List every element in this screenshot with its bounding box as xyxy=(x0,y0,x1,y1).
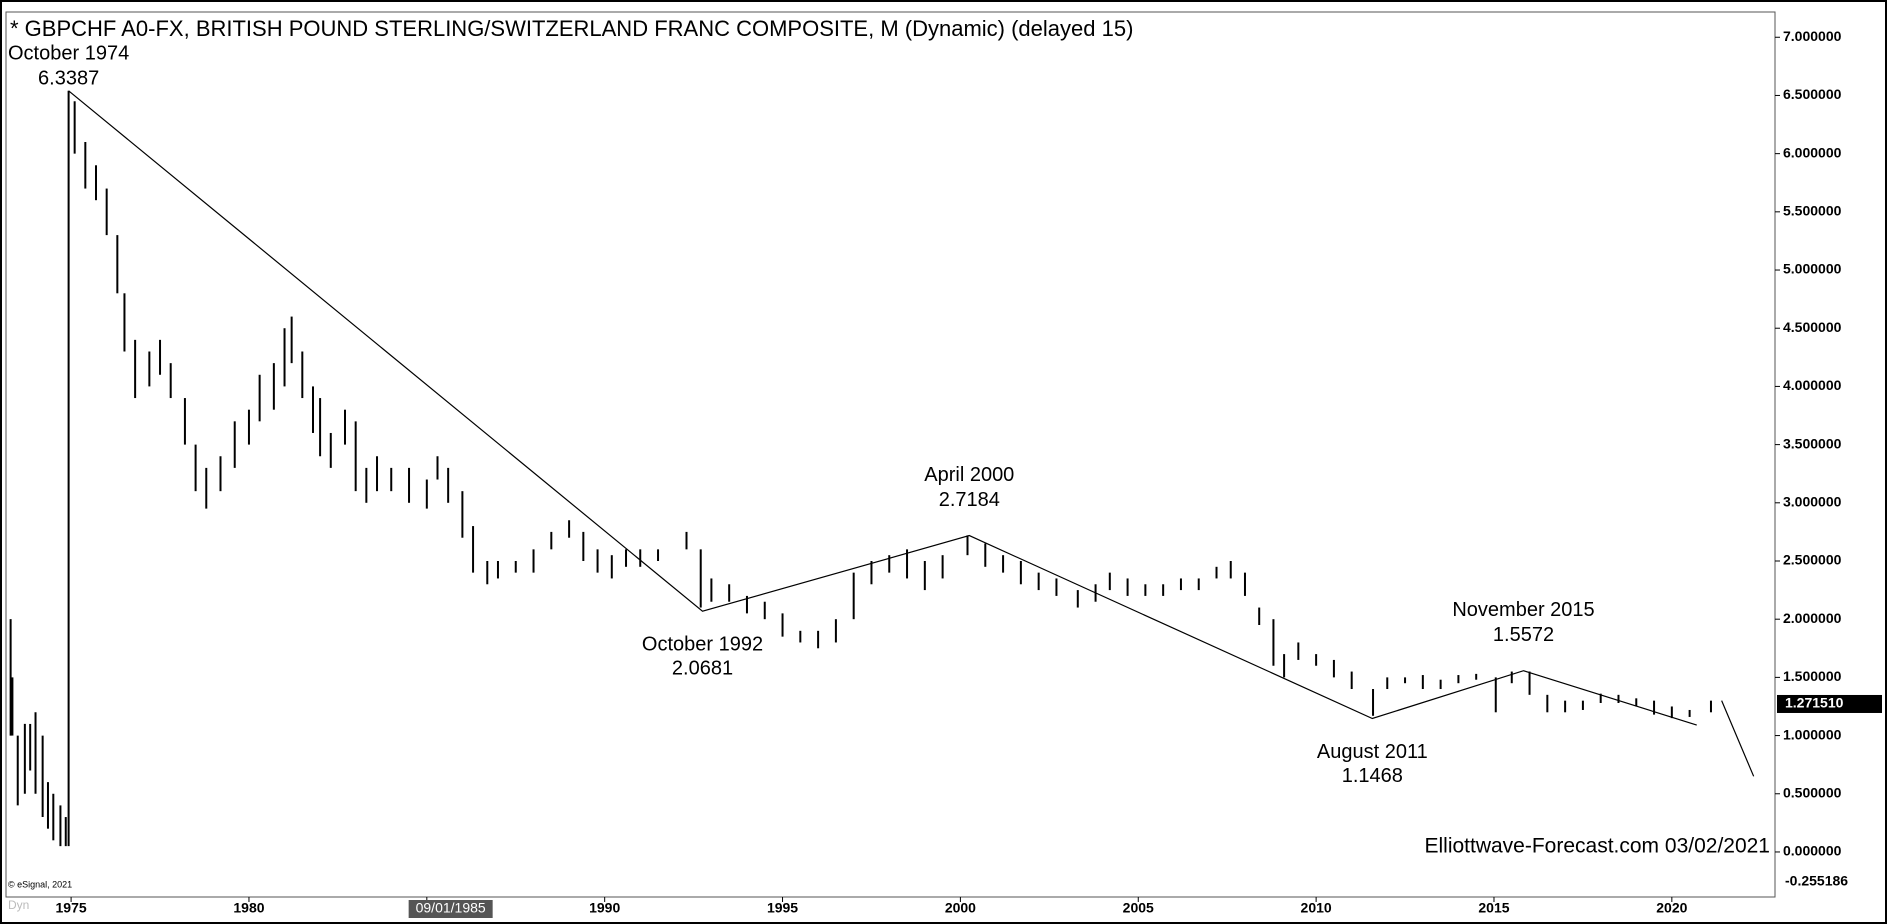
cursor-date-box xyxy=(408,900,493,918)
annotation-value: 2.7184 xyxy=(939,489,1000,511)
annotation-date: November 2015 xyxy=(1452,599,1594,621)
bottom-price-label-box xyxy=(1777,872,1882,891)
y-tick-label: 3.000000 xyxy=(1783,494,1842,510)
y-tick-label: 4.000000 xyxy=(1783,377,1842,393)
y-tick-label: 7.000000 xyxy=(1783,28,1842,44)
annotation-date: August 2011 xyxy=(1317,741,1428,763)
y-tick-label: 1.500000 xyxy=(1783,668,1842,684)
x-tick-label: 2000 xyxy=(945,900,976,916)
x-tick-label: 1990 xyxy=(589,900,620,916)
trendline xyxy=(68,90,1697,726)
y-tick-label: 0.000000 xyxy=(1783,843,1842,859)
y-tick-label: 6.000000 xyxy=(1783,144,1842,160)
x-tick-label: 2020 xyxy=(1656,900,1687,916)
y-tick-label: 6.500000 xyxy=(1783,86,1842,102)
x-tick-label: 2010 xyxy=(1301,900,1332,916)
last-price-label: 1.271510 xyxy=(1785,695,1844,711)
copyright: © eSignal, 2021 xyxy=(8,879,72,889)
cursor-date: 09/01/1985 xyxy=(416,900,486,916)
annotation-date: October 1974 xyxy=(8,43,129,65)
y-tick-label: 5.500000 xyxy=(1783,203,1842,219)
bottom-price-label: -0.255186 xyxy=(1785,872,1848,888)
y-tick-label: 2.500000 xyxy=(1783,552,1842,568)
y-tick-label: 0.500000 xyxy=(1783,784,1842,800)
plot-area xyxy=(5,11,1776,898)
x-tick-label: 2015 xyxy=(1478,900,1509,916)
annotation-value: 1.1468 xyxy=(1342,765,1403,787)
last-price-label-box xyxy=(1777,694,1882,713)
y-tick-label: 4.500000 xyxy=(1783,319,1842,335)
y-tick-label: 3.500000 xyxy=(1783,435,1842,451)
y-tick-label: 5.000000 xyxy=(1783,261,1842,277)
x-tick-label: 1975 xyxy=(56,900,87,916)
corner-label: Dyn xyxy=(8,898,29,912)
annotation-value: 1.5572 xyxy=(1493,624,1554,646)
x-tick-label: 1980 xyxy=(233,900,264,916)
y-tick-label: 1.000000 xyxy=(1783,726,1842,742)
y-tick-label: 2.000000 xyxy=(1783,610,1842,626)
annotation-value: 6.3387 xyxy=(38,68,99,90)
annotation-date: October 1992 xyxy=(642,634,763,656)
annotation-value: 2.0681 xyxy=(672,658,733,680)
chart-title: * GBPCHF A0-FX, BRITISH POUND STERLING/S… xyxy=(10,16,1133,41)
watermark: Elliottwave-Forecast.com 03/02/2021 xyxy=(1424,835,1770,858)
x-tick-label: 2005 xyxy=(1123,900,1154,916)
projection-line xyxy=(1721,700,1755,777)
x-tick-label: 1995 xyxy=(767,900,798,916)
annotation-date: April 2000 xyxy=(924,464,1014,486)
